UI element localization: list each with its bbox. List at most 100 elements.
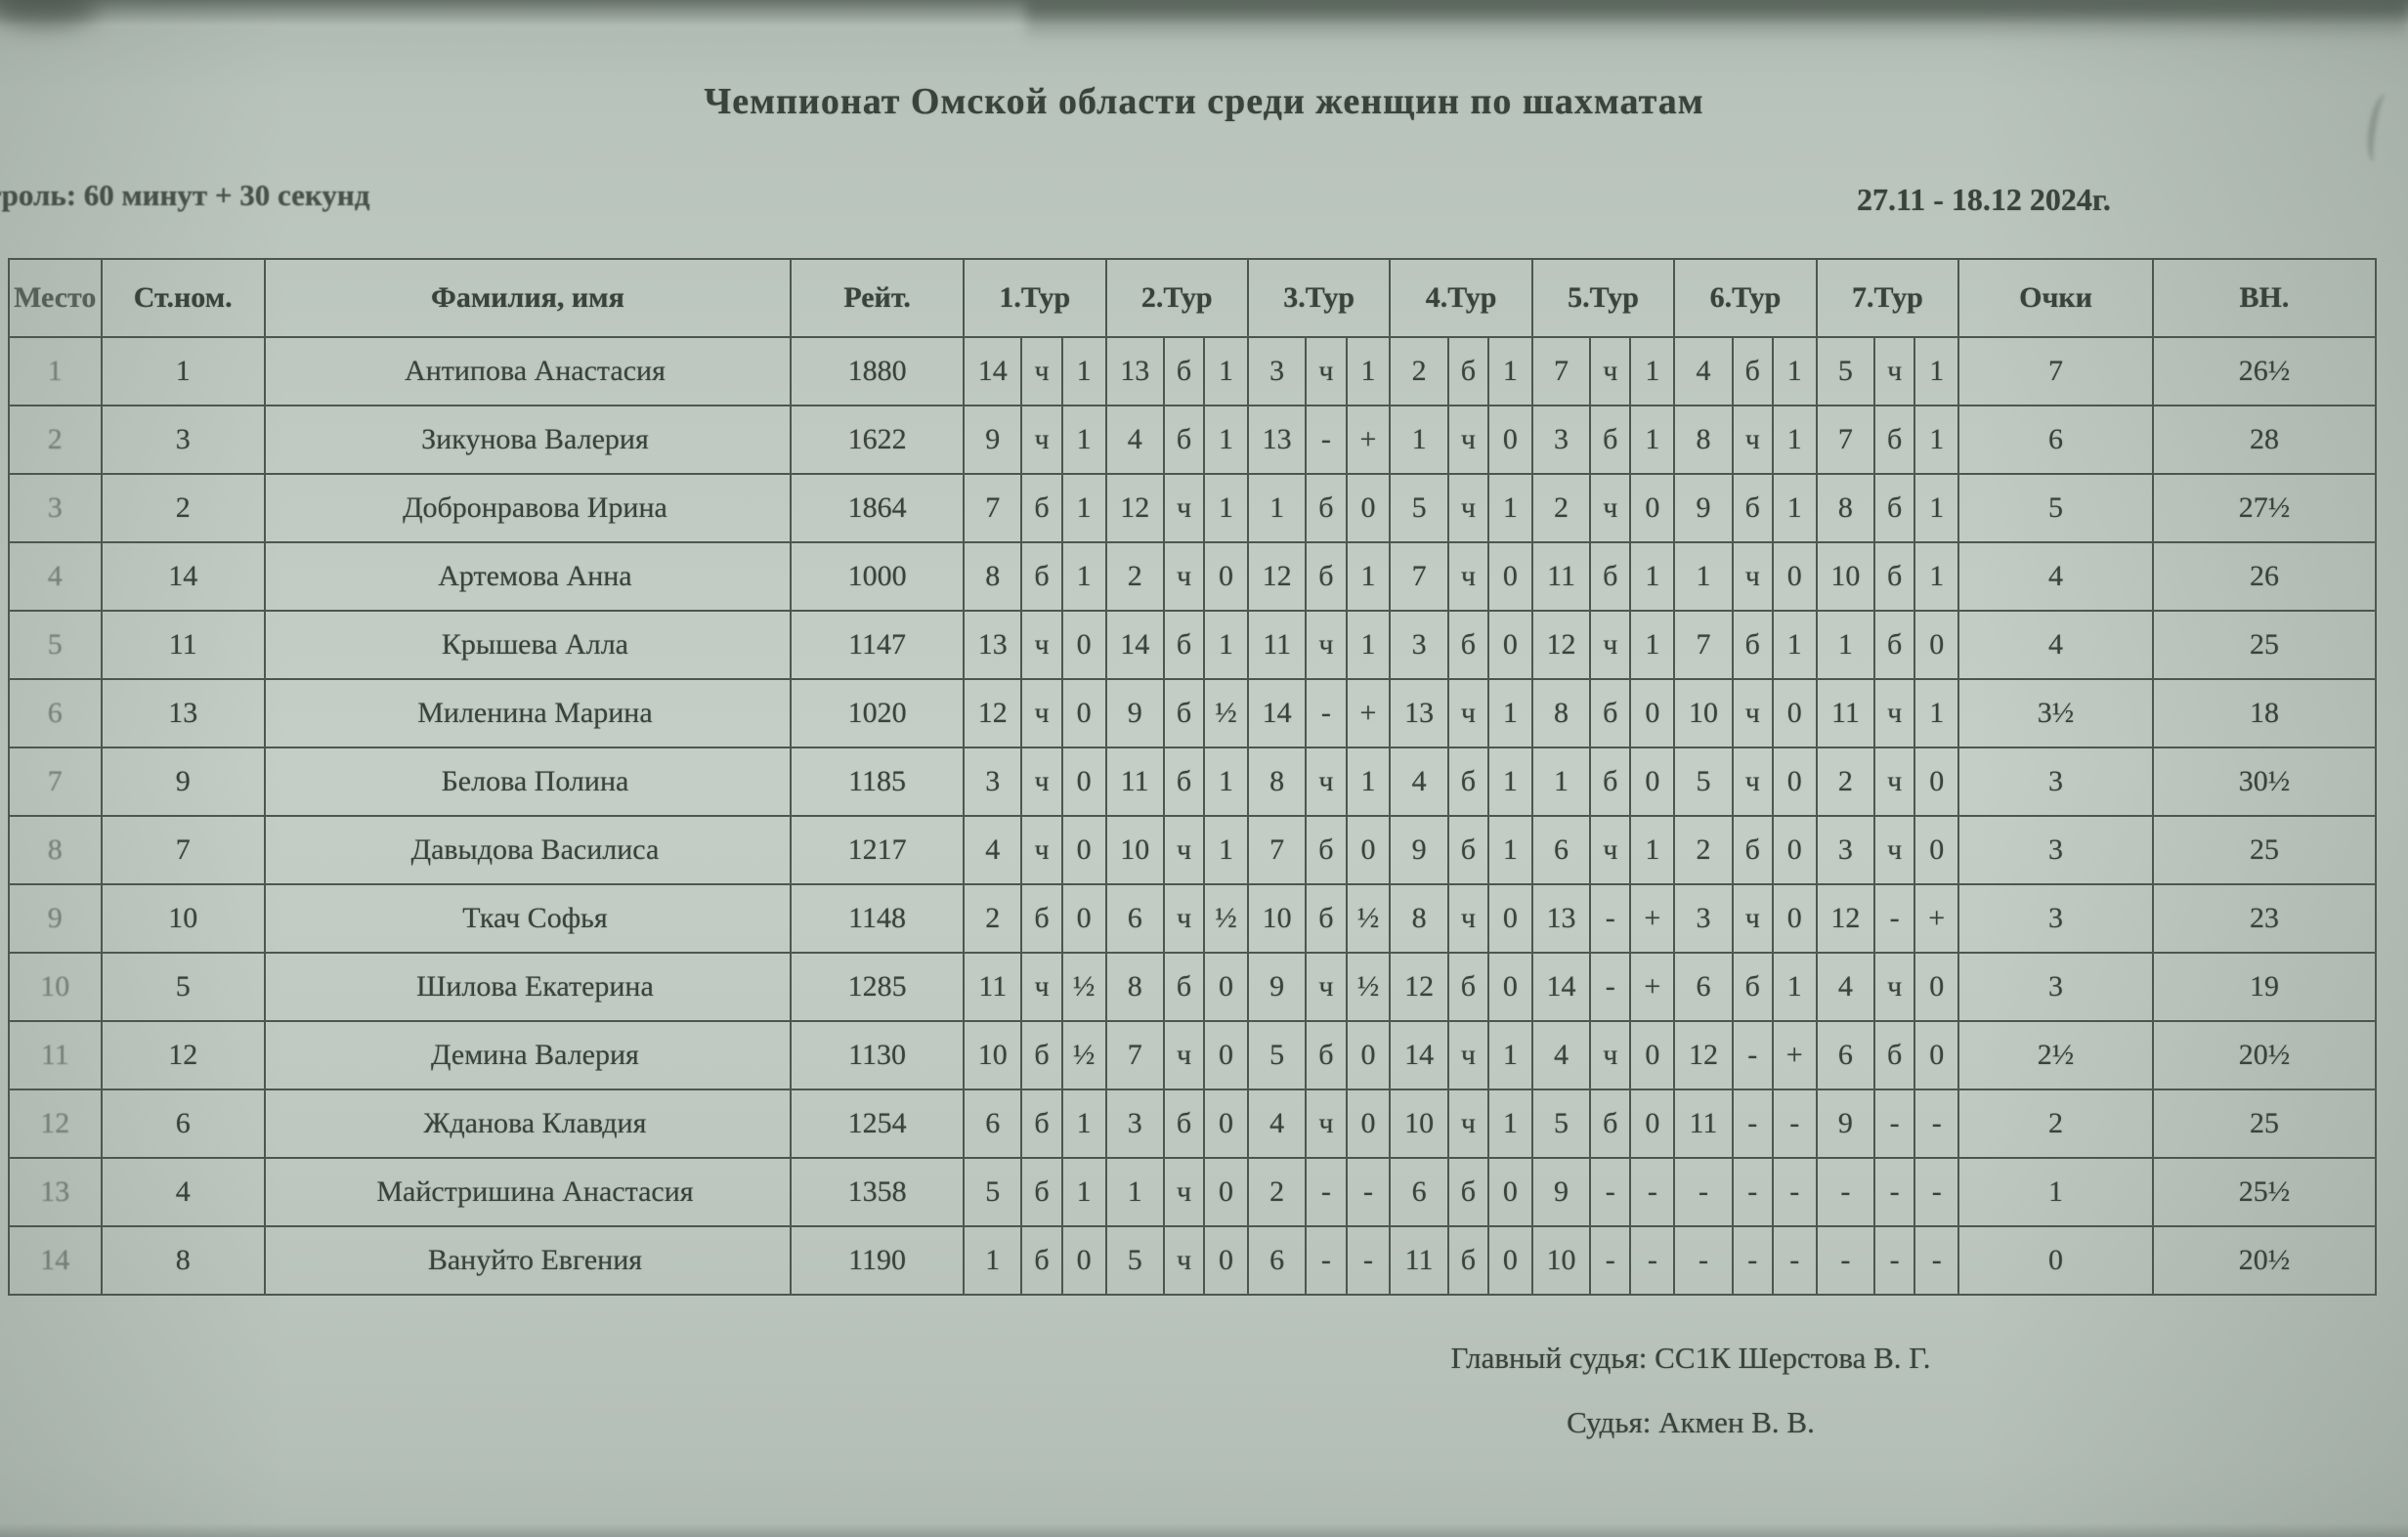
start-num-cell: 6	[100, 1089, 266, 1159]
round-6-color-cell: б	[1731, 815, 1774, 885]
round-2-result-cell: 0	[1203, 1157, 1249, 1227]
col-header-points: Очки	[1957, 258, 2154, 338]
round-1-color-cell: б	[1020, 1020, 1063, 1090]
round-2-opponent-cell: 1	[1104, 1157, 1165, 1227]
table-row: 9 10 Ткач Софья 1148 2 б 0 6 ч ½ 10 б ½ 8 ч 0 13- +3 ч 0 12-…	[8, 883, 2378, 954]
round-3-result-cell: 1	[1345, 541, 1392, 612]
round-4-color-cell: ч	[1446, 1020, 1489, 1090]
round-7-result-cell: +	[1914, 883, 1960, 954]
round-3-opponent-cell: 14	[1246, 678, 1308, 748]
round-2-result-cell: 0	[1203, 1020, 1249, 1090]
rating-cell: 1285	[790, 952, 966, 1022]
round-4-color-cell: ч	[1446, 1089, 1489, 1159]
table-row: 1 1 Антипова Анастасия 1880 14 ч 1 13 б 1 3 ч 1 2 б 1 7 ч…	[8, 336, 2378, 406]
col-header-rating: Рейт.	[790, 258, 966, 338]
points-cell: 2½	[1957, 1020, 2154, 1090]
round-5-result-cell: +	[1629, 883, 1676, 954]
round-3-color-cell: ч	[1305, 747, 1348, 817]
start-num-cell: 7	[100, 815, 266, 885]
start-num-cell: 13	[100, 678, 266, 748]
round-7-color-cell: б	[1873, 610, 1916, 680]
round-2-color-cell: ч	[1162, 1157, 1206, 1227]
round-2-opponent-cell: 13	[1104, 336, 1165, 406]
points-cell: 1	[1957, 1157, 2154, 1227]
buchholz-cell: 18	[2151, 678, 2378, 748]
rating-cell: 1148	[790, 883, 966, 954]
round-3-opponent-cell: 11	[1246, 610, 1308, 680]
round-4-opponent-cell: 2	[1389, 336, 1449, 406]
round-1-opponent-cell: 2	[963, 883, 1023, 954]
round-1-result-cell: 1	[1060, 405, 1107, 475]
round-3-result-cell: +	[1345, 405, 1392, 475]
round-1-result-cell: 1	[1060, 473, 1107, 543]
points-cell: 3½	[1957, 678, 2154, 748]
round-7-opponent-cell: 4	[1815, 952, 1876, 1022]
round-1-color-cell: ч	[1020, 747, 1063, 817]
round-6-opponent-cell: -	[1673, 1225, 1734, 1296]
round-7-result-cell: 0	[1914, 815, 1960, 885]
round-7-result-cell: 0	[1914, 952, 1960, 1022]
round-4-result-cell: 1	[1486, 1020, 1533, 1090]
rating-cell: 1622	[790, 405, 966, 475]
round-7-color-cell: -	[1873, 883, 1916, 954]
round-1-result-cell: 1	[1060, 541, 1107, 612]
round-4-opponent-cell: 13	[1389, 678, 1449, 748]
round-3-opponent-cell: 9	[1246, 952, 1308, 1022]
buchholz-cell: 19	[2151, 952, 2378, 1022]
round-2-color-cell: ч	[1162, 541, 1206, 612]
round-3-color-cell: б	[1305, 541, 1348, 612]
round-2-result-cell: 1	[1203, 747, 1249, 817]
round-7-opponent-cell: 12	[1815, 883, 1876, 954]
round-4-color-cell: ч	[1446, 678, 1489, 748]
round-2-result-cell: 1	[1203, 405, 1249, 475]
round-7-opponent-cell: 1	[1815, 610, 1876, 680]
round-2-opponent-cell: 4	[1104, 405, 1165, 475]
round-2-opponent-cell: 10	[1104, 815, 1165, 885]
round-7-result-cell: 1	[1914, 541, 1960, 612]
col-header-place: Место	[8, 258, 103, 338]
round-6-result-cell: -	[1771, 1225, 1818, 1296]
table-row: 7 9 Белова Полина 1185 3 ч 0 11 б 1 8 ч 1 4 б 1 1 б 0 5 ч 0 2 ч…	[8, 747, 2378, 817]
points-cell: 2	[1957, 1089, 2154, 1159]
round-6-opponent-cell: 11	[1673, 1089, 1734, 1159]
round-5-opponent-cell: 9	[1530, 1157, 1592, 1227]
round-1-opponent-cell: 12	[963, 678, 1023, 748]
round-5-opponent-cell: 4	[1530, 1020, 1592, 1090]
points-cell: 3	[1957, 815, 2154, 885]
col-header-round-3: 3.Тур	[1246, 258, 1392, 338]
round-2-color-cell: ч	[1162, 1020, 1206, 1090]
player-name-cell: Белова Полина	[263, 747, 793, 817]
round-7-opponent-cell: 2	[1815, 747, 1876, 817]
buchholz-cell: 28	[2151, 405, 2378, 475]
round-4-color-cell: б	[1446, 815, 1489, 885]
round-6-result-cell: 0	[1771, 747, 1818, 817]
round-6-color-cell: б	[1731, 473, 1774, 543]
round-5-result-cell: 1	[1629, 405, 1676, 475]
round-1-color-cell: б	[1020, 1225, 1063, 1296]
round-7-color-cell: ч	[1873, 678, 1916, 748]
place-cell: 13	[8, 1157, 103, 1227]
round-2-opponent-cell: 5	[1104, 1225, 1165, 1296]
round-7-color-cell: -	[1873, 1157, 1916, 1227]
round-3-opponent-cell: 8	[1246, 747, 1308, 817]
points-cell: 6	[1957, 405, 2154, 475]
round-1-result-cell: 1	[1060, 336, 1107, 406]
round-2-color-cell: б	[1162, 952, 1206, 1022]
round-5-color-cell: ч	[1589, 815, 1632, 885]
round-4-opponent-cell: 1	[1389, 405, 1449, 475]
round-6-color-cell: б	[1731, 336, 1774, 406]
buchholz-cell: 25	[2151, 815, 2378, 885]
round-6-opponent-cell: 4	[1673, 336, 1734, 406]
round-7-color-cell: ч	[1873, 336, 1916, 406]
round-2-opponent-cell: 6	[1104, 883, 1165, 954]
rating-cell: 1864	[790, 473, 966, 543]
round-5-opponent-cell: 7	[1530, 336, 1592, 406]
round-2-color-cell: б	[1162, 747, 1206, 817]
buchholz-cell: 25	[2151, 610, 2378, 680]
round-5-opponent-cell: 8	[1530, 678, 1592, 748]
round-4-result-cell: 0	[1486, 541, 1533, 612]
buchholz-cell: 26	[2151, 541, 2378, 612]
round-6-opponent-cell: 5	[1673, 747, 1734, 817]
table-row: 6 13 Миленина Марина 1020 12 ч 0 9 б ½ 14- +13 ч 1 8 б 0…	[8, 678, 2378, 748]
round-1-result-cell: 0	[1060, 747, 1107, 817]
